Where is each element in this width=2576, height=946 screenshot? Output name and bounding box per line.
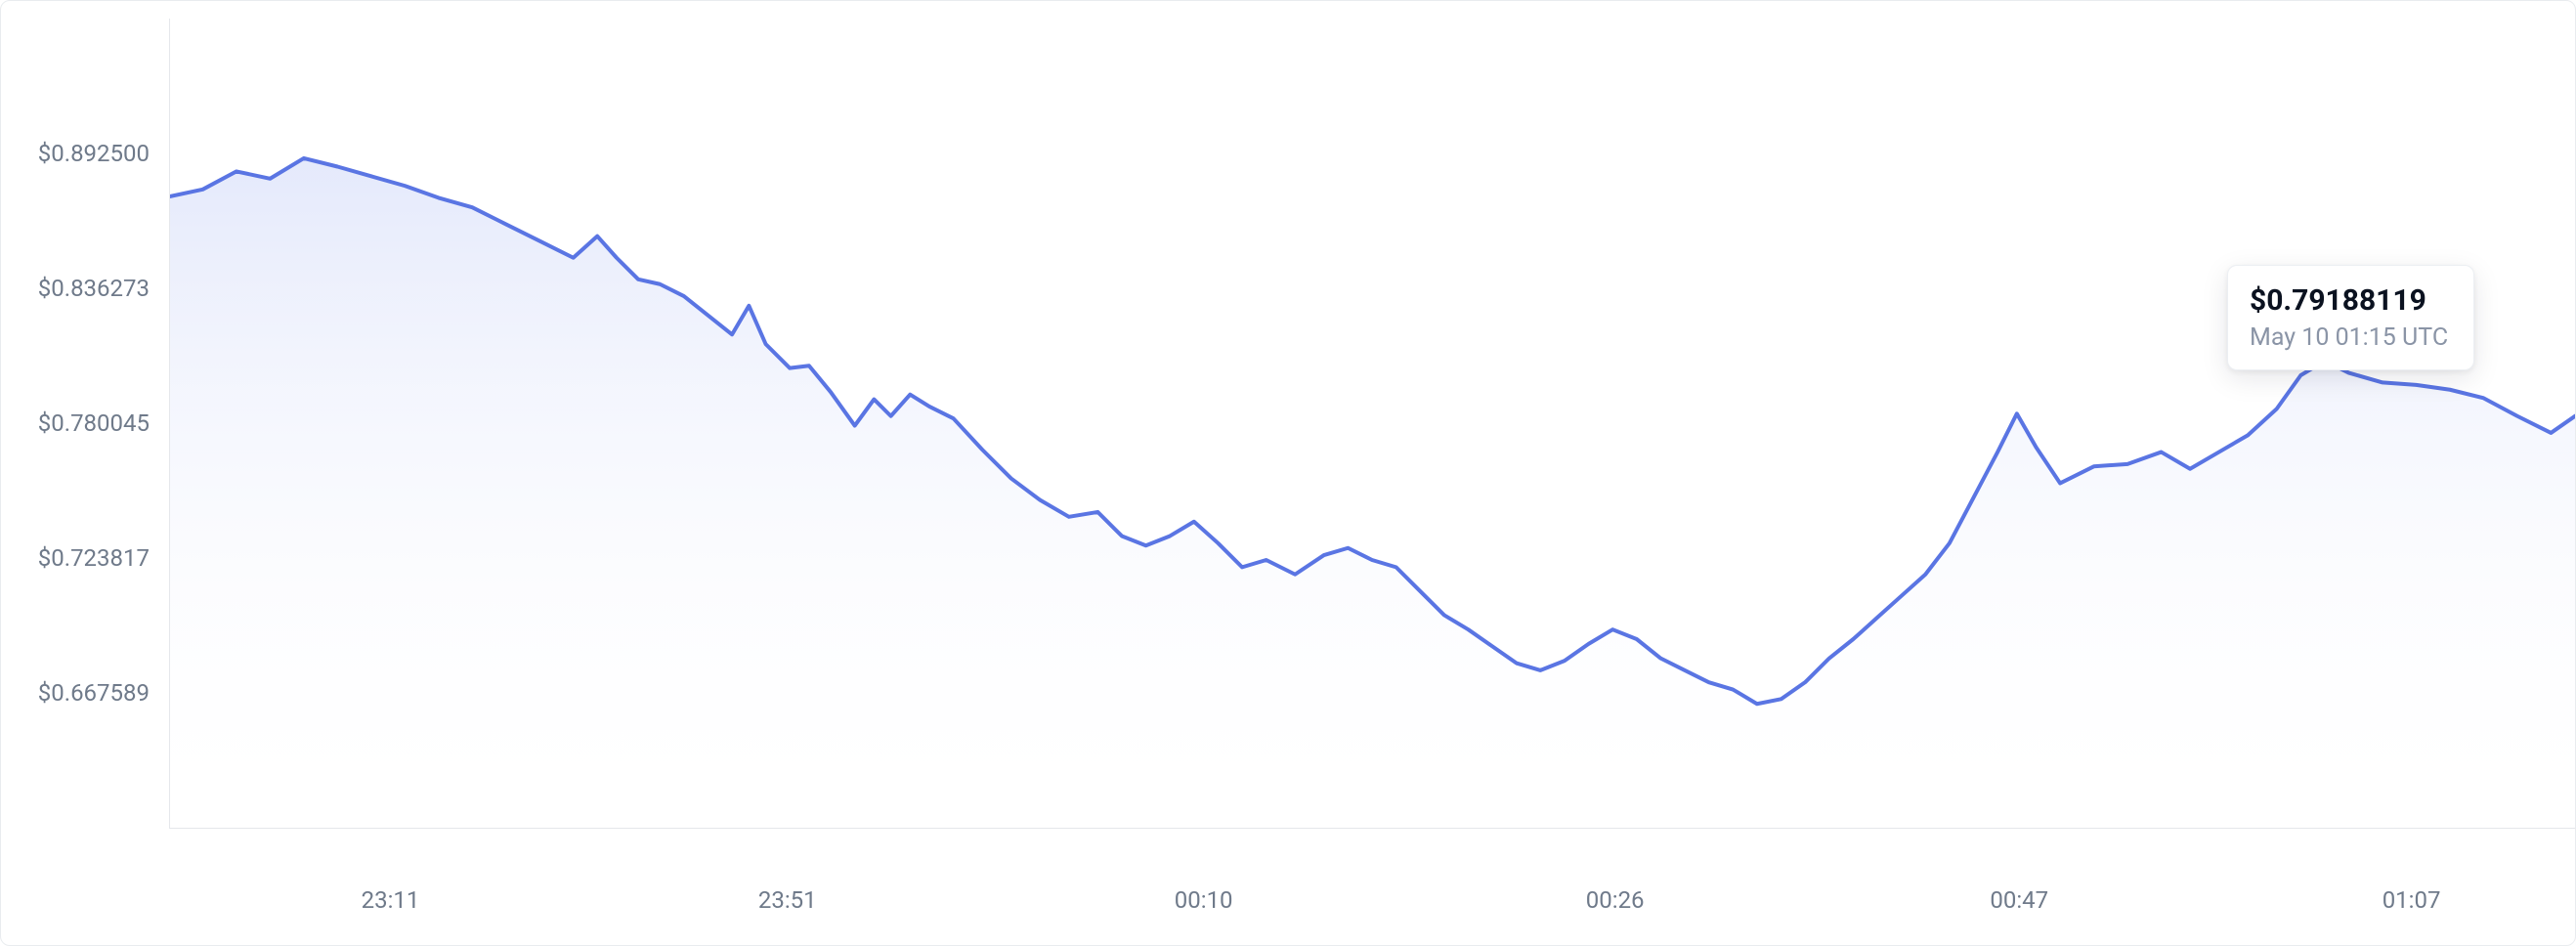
y-axis-tick-label: $0.892500	[38, 140, 150, 167]
y-axis-tick-label: $0.836273	[38, 275, 150, 302]
y-axis-tick-label: $0.667589	[38, 679, 150, 707]
x-axis-tick-label: 23:51	[758, 886, 817, 914]
price-chart[interactable]: $0.79188119 May 10 01:15 UTC $0.892500 $0…	[0, 0, 2576, 946]
tooltip-timestamp: May 10 01:15 UTC	[2250, 323, 2448, 352]
x-axis-tick-label: 23:11	[362, 886, 420, 914]
chart-svg	[169, 19, 2575, 828]
tooltip-price: $0.79188119	[2250, 283, 2448, 318]
x-axis-tick-label: 00:10	[1175, 886, 1233, 914]
plot-area[interactable]	[169, 19, 2575, 828]
y-axis-tick-label: $0.780045	[38, 409, 150, 437]
x-axis-tick-label: 00:26	[1586, 886, 1645, 914]
y-axis-line	[169, 19, 170, 828]
x-axis-tick-label: 00:47	[1990, 886, 2048, 914]
price-tooltip: $0.79188119 May 10 01:15 UTC	[2227, 265, 2474, 370]
y-axis-tick-label: $0.723817	[38, 544, 150, 572]
x-axis-line	[169, 828, 2575, 829]
x-axis-tick-label: 01:07	[2383, 886, 2441, 914]
